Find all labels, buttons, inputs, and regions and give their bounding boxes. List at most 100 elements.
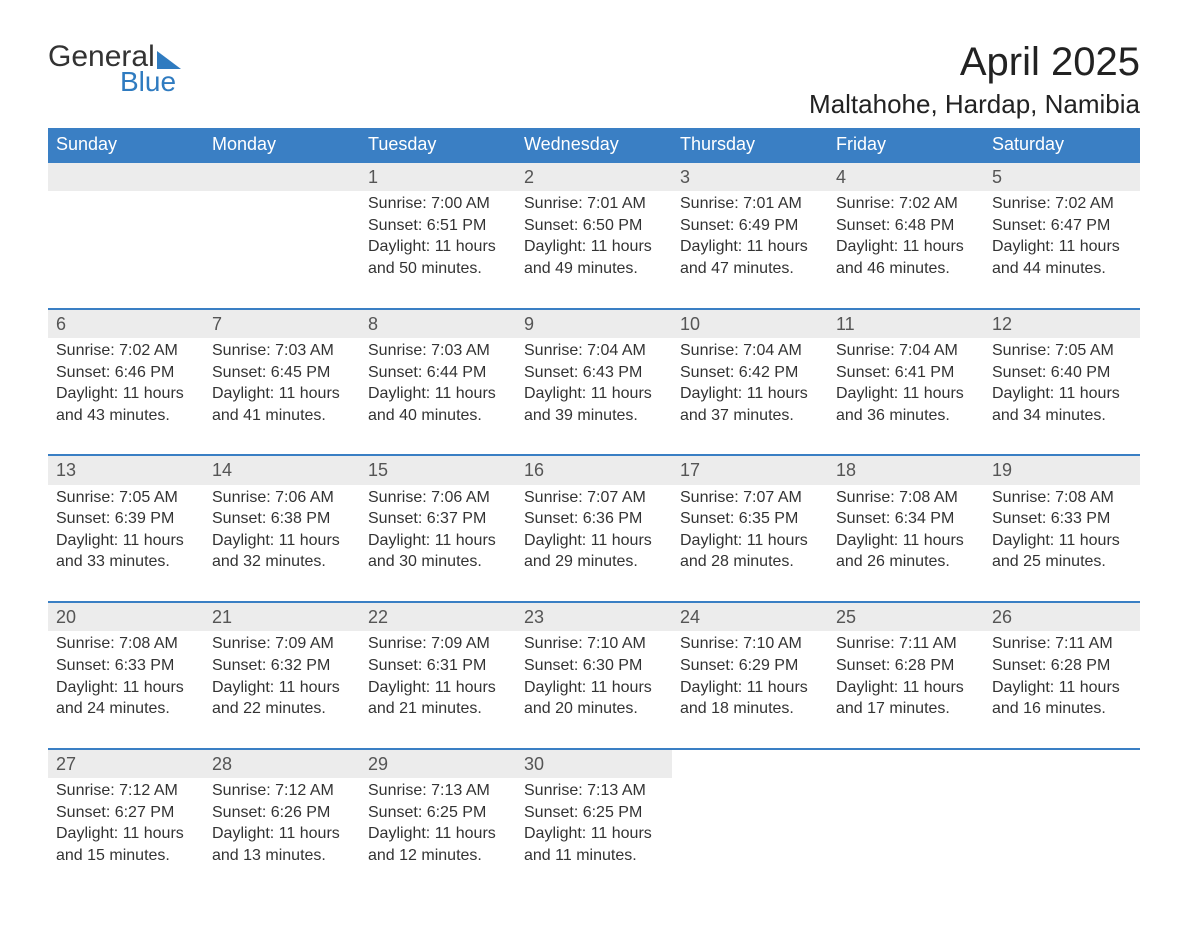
daylight-line: Daylight: 11 hours — [368, 383, 508, 405]
sunrise-line: Sunrise: 7:03 AM — [368, 340, 508, 362]
sunrise-line: Sunrise: 7:08 AM — [992, 487, 1132, 509]
sunset-line: Sunset: 6:35 PM — [680, 508, 820, 530]
sunset-line: Sunset: 6:30 PM — [524, 655, 664, 677]
calendar-day-cell: 14Sunrise: 7:06 AMSunset: 6:38 PMDayligh… — [204, 455, 360, 602]
daylight-line: and 44 minutes. — [992, 258, 1132, 280]
daylight-line: and 30 minutes. — [368, 551, 508, 573]
calendar-week-row: 1Sunrise: 7:00 AMSunset: 6:51 PMDaylight… — [48, 162, 1140, 309]
sunrise-line: Sunrise: 7:13 AM — [524, 780, 664, 802]
daylight-line: Daylight: 11 hours — [212, 530, 352, 552]
sunset-line: Sunset: 6:32 PM — [212, 655, 352, 677]
calendar-body: 1Sunrise: 7:00 AMSunset: 6:51 PMDaylight… — [48, 162, 1140, 894]
sunrise-line: Sunrise: 7:04 AM — [524, 340, 664, 362]
daylight-line: Daylight: 11 hours — [212, 383, 352, 405]
logo-word2: Blue — [120, 66, 181, 98]
calendar-day-cell: 9Sunrise: 7:04 AMSunset: 6:43 PMDaylight… — [516, 309, 672, 456]
calendar-day-cell: 21Sunrise: 7:09 AMSunset: 6:32 PMDayligh… — [204, 602, 360, 749]
day-number: 25 — [828, 603, 984, 631]
calendar-day-cell: 3Sunrise: 7:01 AMSunset: 6:49 PMDaylight… — [672, 162, 828, 309]
calendar-day-cell: 20Sunrise: 7:08 AMSunset: 6:33 PMDayligh… — [48, 602, 204, 749]
calendar-day-cell: 18Sunrise: 7:08 AMSunset: 6:34 PMDayligh… — [828, 455, 984, 602]
daylight-line: Daylight: 11 hours — [56, 530, 196, 552]
daylight-line: Daylight: 11 hours — [680, 530, 820, 552]
day-number: 21 — [204, 603, 360, 631]
daylight-line: Daylight: 11 hours — [992, 236, 1132, 258]
sunset-line: Sunset: 6:25 PM — [368, 802, 508, 824]
daylight-line: and 28 minutes. — [680, 551, 820, 573]
calendar-day-cell: 5Sunrise: 7:02 AMSunset: 6:47 PMDaylight… — [984, 162, 1140, 309]
calendar-day-cell: 11Sunrise: 7:04 AMSunset: 6:41 PMDayligh… — [828, 309, 984, 456]
calendar-day-cell: 10Sunrise: 7:04 AMSunset: 6:42 PMDayligh… — [672, 309, 828, 456]
sunrise-line: Sunrise: 7:02 AM — [836, 193, 976, 215]
daylight-line: and 11 minutes. — [524, 845, 664, 867]
sunrise-line: Sunrise: 7:07 AM — [524, 487, 664, 509]
sunset-line: Sunset: 6:29 PM — [680, 655, 820, 677]
daylight-line: and 40 minutes. — [368, 405, 508, 427]
sunrise-line: Sunrise: 7:00 AM — [368, 193, 508, 215]
daylight-line: and 43 minutes. — [56, 405, 196, 427]
daylight-line: and 47 minutes. — [680, 258, 820, 280]
daylight-line: and 32 minutes. — [212, 551, 352, 573]
daylight-line: Daylight: 11 hours — [368, 677, 508, 699]
sunrise-line: Sunrise: 7:07 AM — [680, 487, 820, 509]
sunset-line: Sunset: 6:40 PM — [992, 362, 1132, 384]
sunset-line: Sunset: 6:51 PM — [368, 215, 508, 237]
sunrise-line: Sunrise: 7:02 AM — [992, 193, 1132, 215]
daylight-line: Daylight: 11 hours — [368, 823, 508, 845]
day-number: 29 — [360, 750, 516, 778]
daylight-line: Daylight: 11 hours — [524, 823, 664, 845]
sunrise-line: Sunrise: 7:10 AM — [680, 633, 820, 655]
calendar-day-cell: 27Sunrise: 7:12 AMSunset: 6:27 PMDayligh… — [48, 749, 204, 895]
calendar-day-cell: 26Sunrise: 7:11 AMSunset: 6:28 PMDayligh… — [984, 602, 1140, 749]
daylight-line: Daylight: 11 hours — [836, 383, 976, 405]
daylight-line: Daylight: 11 hours — [212, 823, 352, 845]
day-number: 12 — [984, 310, 1140, 338]
daylight-line: and 13 minutes. — [212, 845, 352, 867]
empty-daynum-bar — [48, 163, 204, 191]
day-number: 8 — [360, 310, 516, 338]
daylight-line: Daylight: 11 hours — [56, 383, 196, 405]
daylight-line: and 33 minutes. — [56, 551, 196, 573]
sunset-line: Sunset: 6:27 PM — [56, 802, 196, 824]
day-number: 20 — [48, 603, 204, 631]
weekday-header: Friday — [828, 128, 984, 162]
day-number: 7 — [204, 310, 360, 338]
sunrise-line: Sunrise: 7:11 AM — [992, 633, 1132, 655]
sunrise-line: Sunrise: 7:06 AM — [212, 487, 352, 509]
location-title: Maltahohe, Hardap, Namibia — [809, 89, 1140, 120]
calendar-day-cell: 4Sunrise: 7:02 AMSunset: 6:48 PMDaylight… — [828, 162, 984, 309]
calendar-day-cell: 13Sunrise: 7:05 AMSunset: 6:39 PMDayligh… — [48, 455, 204, 602]
day-number: 11 — [828, 310, 984, 338]
header: General Blue April 2025 Maltahohe, Harda… — [48, 40, 1140, 120]
day-number: 30 — [516, 750, 672, 778]
sunrise-line: Sunrise: 7:04 AM — [680, 340, 820, 362]
sunset-line: Sunset: 6:48 PM — [836, 215, 976, 237]
sunset-line: Sunset: 6:33 PM — [56, 655, 196, 677]
daylight-line: and 25 minutes. — [992, 551, 1132, 573]
daylight-line: Daylight: 11 hours — [524, 383, 664, 405]
daylight-line: Daylight: 11 hours — [524, 236, 664, 258]
sunset-line: Sunset: 6:47 PM — [992, 215, 1132, 237]
daylight-line: and 17 minutes. — [836, 698, 976, 720]
day-number: 14 — [204, 456, 360, 484]
weekday-header: Thursday — [672, 128, 828, 162]
calendar-day-cell: 6Sunrise: 7:02 AMSunset: 6:46 PMDaylight… — [48, 309, 204, 456]
day-number: 27 — [48, 750, 204, 778]
daylight-line: Daylight: 11 hours — [680, 677, 820, 699]
weekday-header: Wednesday — [516, 128, 672, 162]
day-number: 23 — [516, 603, 672, 631]
sunset-line: Sunset: 6:33 PM — [992, 508, 1132, 530]
sunset-line: Sunset: 6:41 PM — [836, 362, 976, 384]
sunrise-line: Sunrise: 7:04 AM — [836, 340, 976, 362]
day-number: 16 — [516, 456, 672, 484]
calendar-week-row: 27Sunrise: 7:12 AMSunset: 6:27 PMDayligh… — [48, 749, 1140, 895]
sunrise-line: Sunrise: 7:01 AM — [680, 193, 820, 215]
daylight-line: Daylight: 11 hours — [368, 236, 508, 258]
sunset-line: Sunset: 6:46 PM — [56, 362, 196, 384]
calendar-empty-cell — [204, 162, 360, 309]
sunrise-line: Sunrise: 7:02 AM — [56, 340, 196, 362]
day-number: 13 — [48, 456, 204, 484]
day-number: 2 — [516, 163, 672, 191]
daylight-line: Daylight: 11 hours — [992, 530, 1132, 552]
daylight-line: and 12 minutes. — [368, 845, 508, 867]
